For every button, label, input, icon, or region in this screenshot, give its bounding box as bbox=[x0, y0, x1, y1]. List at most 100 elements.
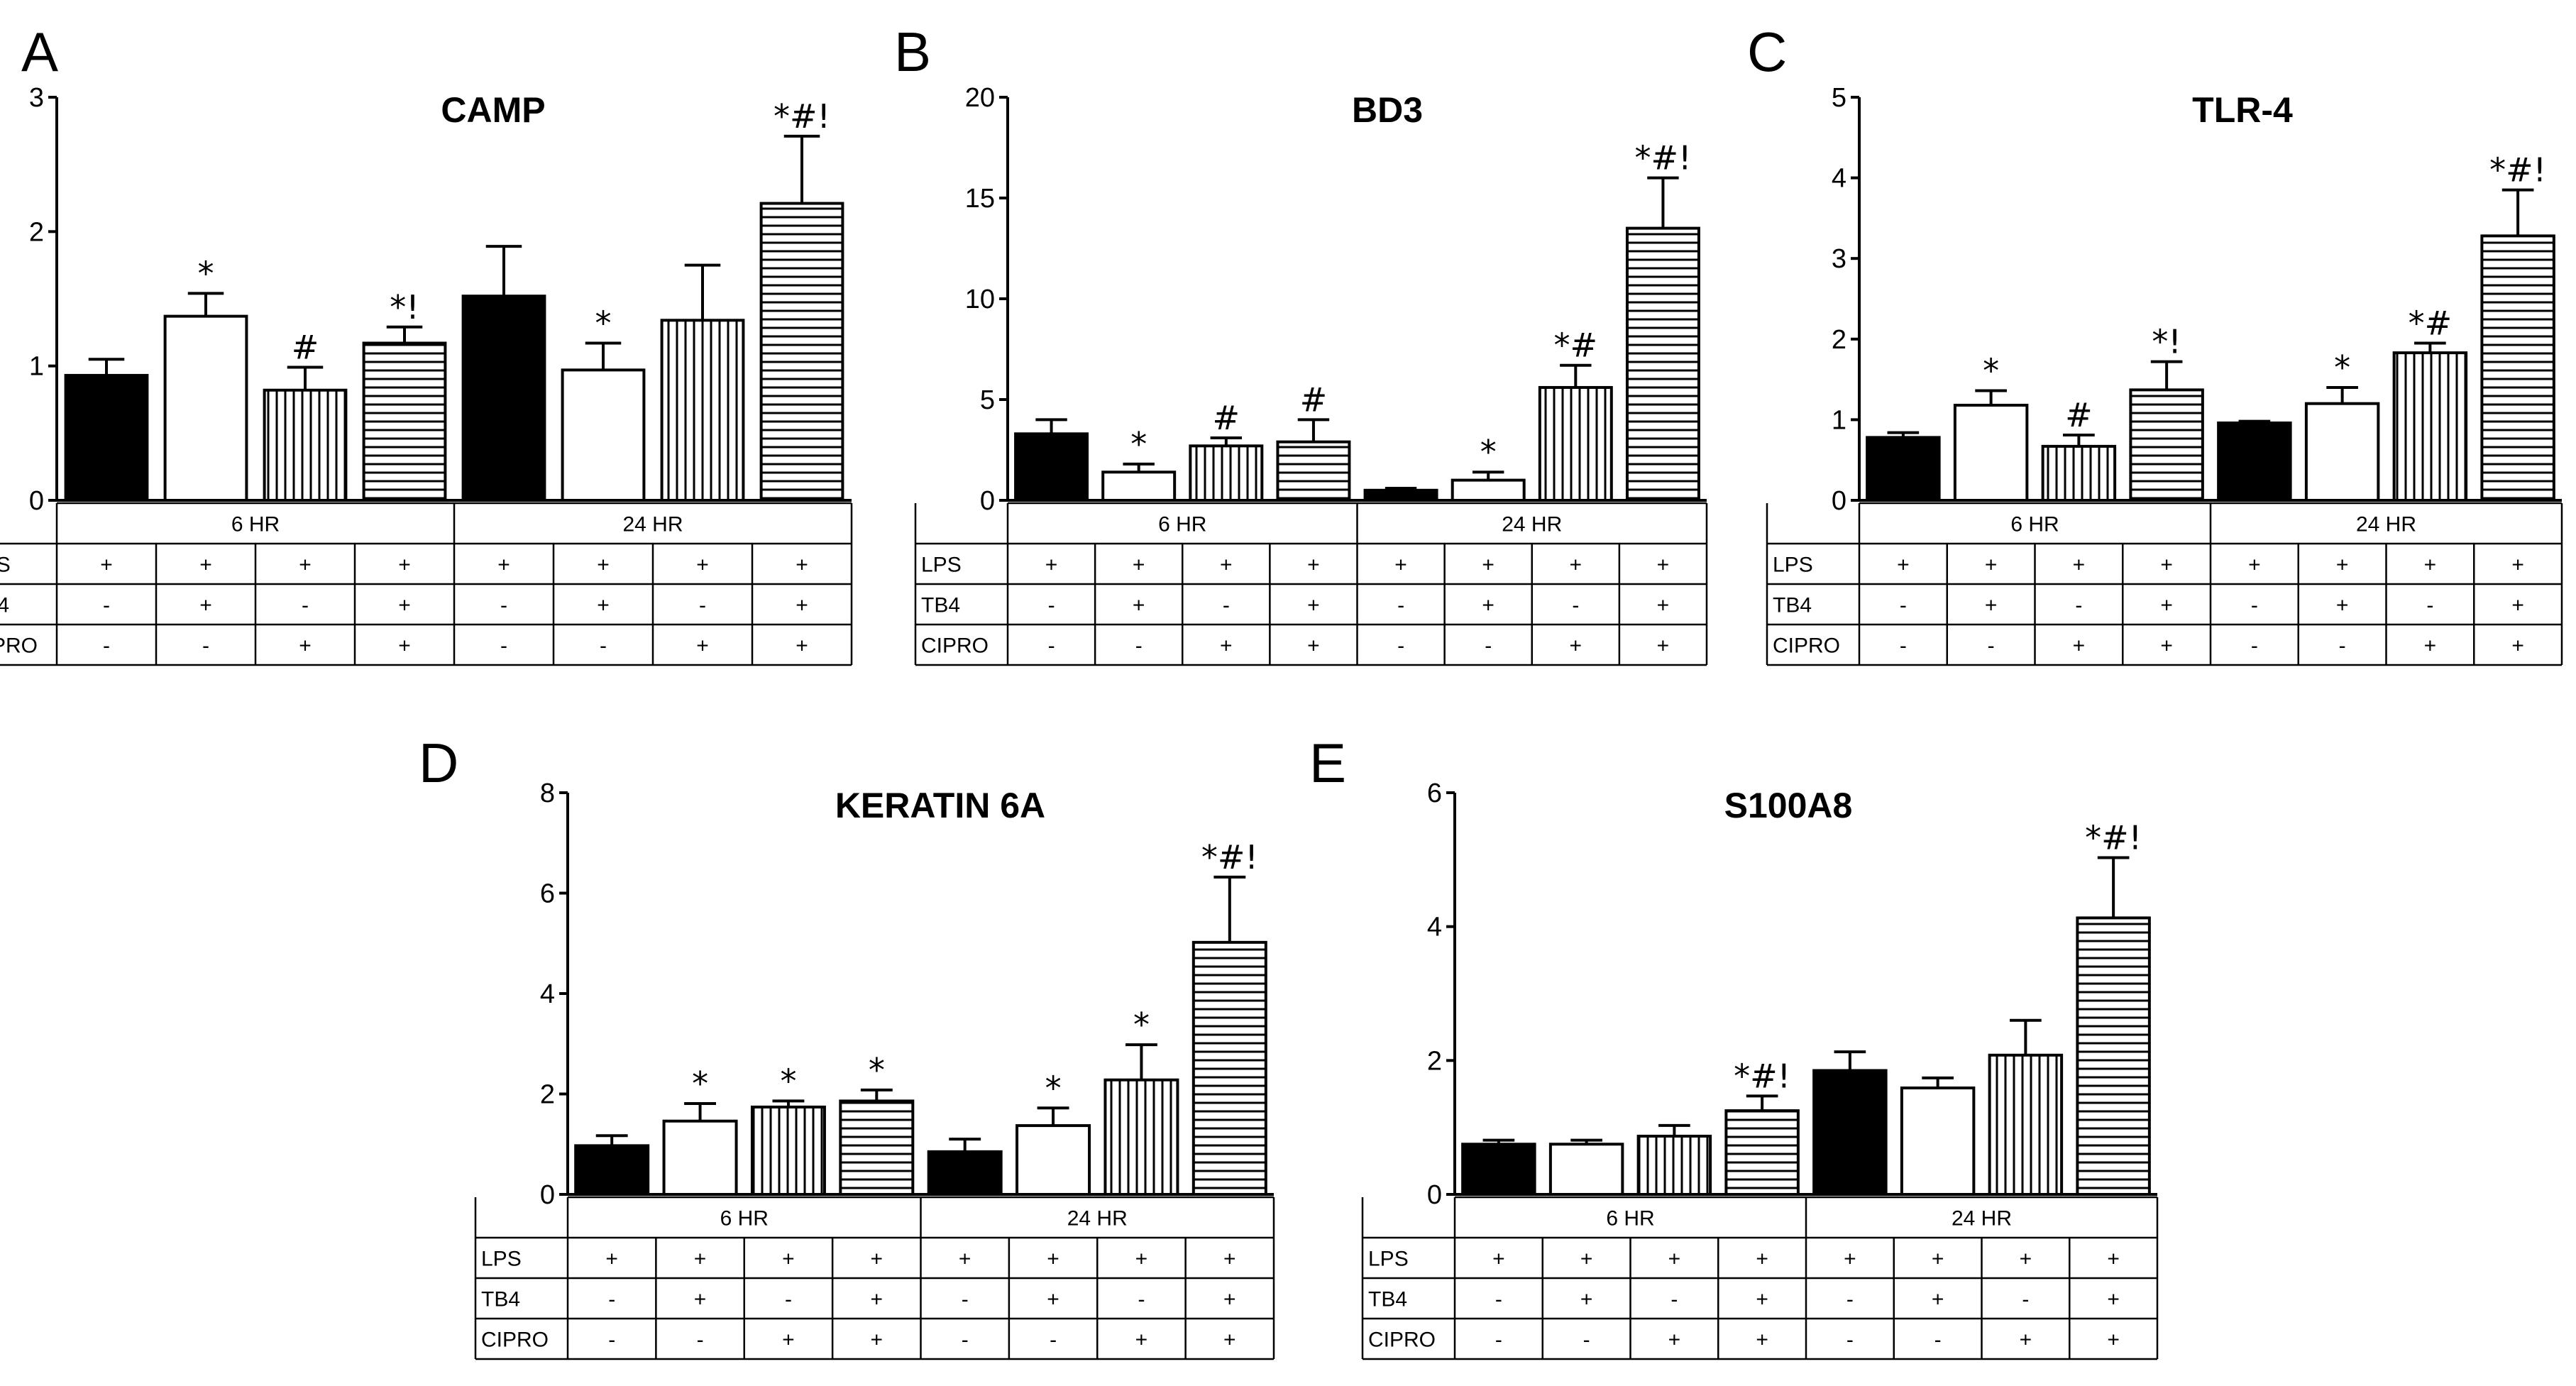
significance-label: *#! bbox=[1734, 1057, 1790, 1095]
condition-sign: + bbox=[2073, 554, 2086, 577]
y-tick-label: 0 bbox=[29, 486, 44, 516]
group-label: 24 HR bbox=[1067, 1207, 1128, 1231]
bar bbox=[1363, 488, 1438, 502]
bar bbox=[662, 1119, 738, 1196]
condition-sign: - bbox=[1988, 634, 1995, 658]
significance-label: * bbox=[595, 304, 612, 342]
bar bbox=[263, 388, 348, 502]
condition-sign: + bbox=[871, 1329, 884, 1352]
condition-sign: - bbox=[2426, 594, 2433, 617]
row-label: TB4 bbox=[1773, 594, 1812, 617]
significance-label: * bbox=[1133, 1006, 1150, 1044]
condition-sign: + bbox=[1133, 554, 1145, 577]
y-tick-label: 2 bbox=[1427, 1046, 1442, 1076]
condition-sign: - bbox=[1495, 1329, 1502, 1352]
bar bbox=[561, 368, 646, 502]
condition-sign: + bbox=[1668, 1329, 1681, 1352]
condition-sign: - bbox=[202, 634, 209, 658]
condition-sign: - bbox=[1138, 1288, 1145, 1311]
bar bbox=[1191, 940, 1267, 1196]
significance-label: *#! bbox=[1201, 838, 1258, 876]
condition-sign: - bbox=[1397, 634, 1404, 658]
group-label: 24 HR bbox=[1502, 513, 1562, 537]
bar bbox=[2076, 916, 2151, 1196]
condition-sign: + bbox=[1482, 554, 1495, 577]
condition-sign: + bbox=[694, 1288, 707, 1311]
row-label: TB4 bbox=[481, 1288, 520, 1311]
condition-sign: + bbox=[2107, 1288, 2120, 1311]
condition-sign: + bbox=[1844, 1248, 1856, 1271]
condition-sign: - bbox=[1583, 1329, 1590, 1352]
condition-sign: - bbox=[1048, 634, 1055, 658]
y-tick-label: 5 bbox=[1832, 83, 1846, 113]
significance-label: * bbox=[1045, 1069, 1062, 1107]
condition-sign: - bbox=[1572, 594, 1579, 617]
condition-sign: + bbox=[1047, 1288, 1059, 1311]
condition-sign: + bbox=[2107, 1329, 2120, 1352]
bar bbox=[2041, 444, 2117, 502]
bar bbox=[1900, 1087, 1976, 1197]
group-label: 24 HR bbox=[622, 513, 683, 537]
condition-sign: + bbox=[605, 1248, 618, 1271]
condition-sign: + bbox=[1133, 594, 1145, 617]
bar bbox=[1101, 471, 1177, 502]
chart-title: BD3 bbox=[1352, 90, 1423, 130]
bar bbox=[2392, 351, 2468, 502]
y-tick-label: 1 bbox=[1832, 405, 1846, 435]
significance-label: * bbox=[869, 1051, 885, 1089]
panel-letter: E bbox=[1309, 732, 1346, 794]
row-label: CIPRO bbox=[1368, 1329, 1436, 1352]
condition-sign: + bbox=[871, 1288, 884, 1311]
condition-sign: - bbox=[1485, 634, 1492, 658]
condition-sign: + bbox=[1985, 554, 1998, 577]
row-label: LPS bbox=[1773, 554, 1813, 577]
condition-sign: + bbox=[1756, 1248, 1768, 1271]
condition-sign: + bbox=[1223, 1248, 1236, 1271]
condition-sign: - bbox=[785, 1288, 792, 1311]
y-tick-label: 0 bbox=[540, 1180, 555, 1210]
condition-sign: - bbox=[962, 1329, 969, 1352]
row-label: TB4 bbox=[1368, 1288, 1407, 1311]
significance-label: * bbox=[2334, 348, 2350, 387]
bar bbox=[574, 1144, 650, 1197]
panel-letter: B bbox=[894, 21, 931, 83]
condition-sign: + bbox=[1307, 594, 1320, 617]
condition-sign: - bbox=[1900, 634, 1907, 658]
condition-sign: - bbox=[697, 1329, 704, 1352]
significance-label: *! bbox=[2152, 323, 2181, 361]
condition-sign: + bbox=[959, 1248, 971, 1271]
condition-sign: + bbox=[2511, 634, 2524, 658]
condition-sign: + bbox=[696, 634, 709, 658]
condition-sign: + bbox=[1932, 1248, 1944, 1271]
group-label: 6 HR bbox=[1158, 513, 1206, 537]
significance-label: *#! bbox=[1634, 139, 1691, 177]
condition-sign: - bbox=[1495, 1288, 1502, 1311]
bar bbox=[1015, 1124, 1091, 1197]
condition-sign: + bbox=[782, 1248, 795, 1271]
bar bbox=[1866, 436, 1941, 502]
bar bbox=[1189, 444, 1264, 502]
condition-sign: - bbox=[608, 1288, 615, 1311]
condition-sign: - bbox=[103, 634, 110, 658]
condition-sign: - bbox=[2339, 634, 2346, 658]
condition-sign: + bbox=[1047, 1248, 1059, 1271]
condition-table: 6 HR 24 HR LPS + + + + + + + + TB4 - + - + - + - + CIPRO - - + +… bbox=[0, 502, 853, 666]
significance-label: * bbox=[1480, 433, 1497, 471]
bar bbox=[1276, 440, 1351, 502]
bar bbox=[1724, 1109, 1800, 1197]
condition-sign: - bbox=[962, 1288, 969, 1311]
condition-sign: - bbox=[1670, 1288, 1678, 1311]
condition-table: 6 HR 24 HR LPS + + + + + + + + TB4 - + - + - + - + CIPRO - - + +… bbox=[914, 502, 1708, 666]
condition-sign: + bbox=[2424, 554, 2437, 577]
group-label: 6 HR bbox=[720, 1207, 769, 1231]
condition-sign: - bbox=[1934, 1329, 1942, 1352]
bar bbox=[660, 319, 745, 502]
row-label: LPS bbox=[481, 1248, 522, 1271]
condition-sign: + bbox=[398, 634, 411, 658]
y-tick-label: 4 bbox=[540, 979, 555, 1009]
y-tick-label: 2 bbox=[29, 217, 44, 247]
condition-sign: + bbox=[1570, 634, 1583, 658]
condition-sign: - bbox=[2251, 594, 2258, 617]
panel-letter: A bbox=[21, 21, 58, 83]
bar bbox=[2480, 234, 2555, 502]
